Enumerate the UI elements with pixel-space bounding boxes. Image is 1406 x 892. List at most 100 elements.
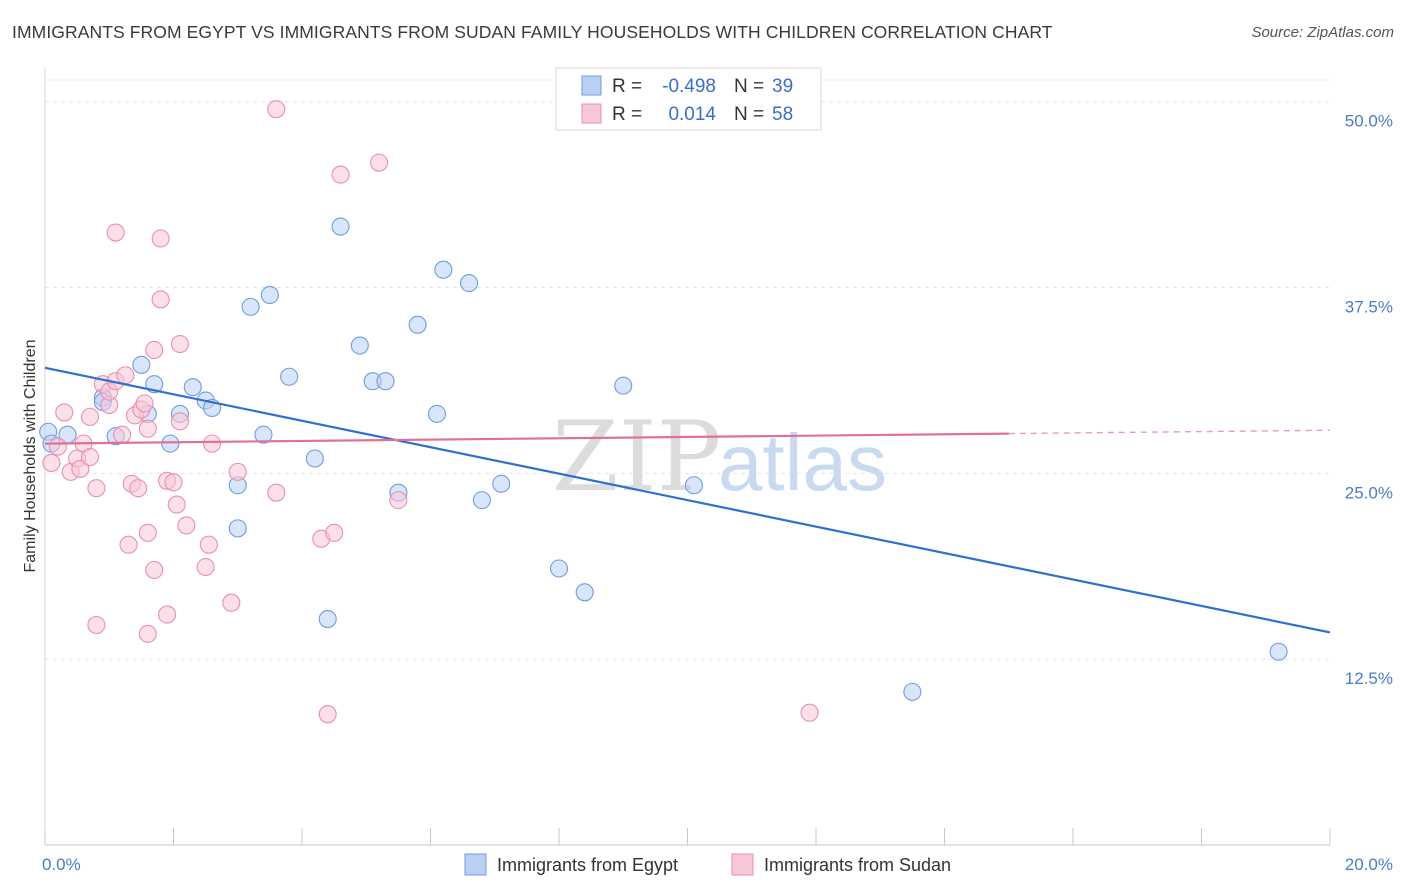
point-egypt-11: [183, 378, 202, 397]
point-sudan-30: [151, 229, 170, 248]
watermark-zip: ZIP: [552, 401, 721, 513]
legend-swatch-sudan: [581, 103, 602, 124]
point-egypt-30: [459, 274, 479, 293]
point-sudan-18: [119, 535, 138, 554]
legend-n-value-2: 58: [772, 104, 793, 125]
x-tick-label-1: 20.0%: [1345, 855, 1393, 874]
legend-r-label-2: R =: [612, 104, 642, 125]
trend-lines: [44, 366, 1331, 634]
point-sudan-36: [170, 412, 189, 431]
y-tick-label-2: 37.5%: [1345, 298, 1393, 317]
point-sudan-33: [164, 473, 183, 492]
legend-r-value-1: -0.498: [662, 76, 716, 97]
point-sudan-37: [177, 516, 196, 535]
point-egypt-38: [1269, 642, 1288, 661]
point-egypt-16: [241, 297, 260, 316]
point-egypt-29: [434, 260, 453, 279]
point-egypt-34: [575, 583, 594, 602]
point-sudan-51: [800, 703, 819, 722]
point-sudan-26: [138, 523, 157, 542]
point-sudan-21: [129, 479, 148, 498]
series-legend-swatch-egypt: [464, 853, 487, 876]
watermark-atlas: atlas: [718, 418, 887, 507]
point-sudan-34: [167, 495, 186, 514]
point-sudan-41: [222, 593, 241, 612]
axes: [44, 68, 1331, 846]
point-sudan-29: [151, 290, 170, 309]
point-sudan-32: [158, 605, 177, 624]
trend-line-sudan: [44, 432, 1009, 445]
point-sudan-7: [80, 407, 100, 426]
point-egypt-17: [254, 425, 273, 444]
x-tick-label-0: 0.0%: [42, 855, 81, 874]
point-sudan-11: [87, 615, 106, 635]
point-egypt-21: [318, 609, 337, 629]
point-egypt-27: [408, 315, 427, 334]
point-egypt-22: [331, 217, 350, 236]
trend-line-sudan-extension: [1008, 429, 1331, 435]
point-sudan-8: [80, 447, 100, 467]
legend-n-label-1: N =: [734, 76, 764, 97]
point-sudan-47: [331, 165, 350, 184]
point-egypt-18: [260, 285, 279, 305]
point-sudan-46: [325, 523, 344, 542]
point-sudan-27: [145, 340, 164, 360]
stats-legend: R = -0.498 N = 39 R = 0.014 N = 58: [555, 67, 822, 131]
data-points: [39, 100, 1288, 724]
x-tick-labels: 0.0% 20.0%: [42, 855, 1393, 874]
legend-r-value-2: 0.014: [668, 104, 716, 125]
point-egypt-15: [228, 519, 247, 538]
point-egypt-33: [549, 559, 569, 578]
point-sudan-0: [42, 453, 61, 473]
legend-n-value-1: 39: [772, 76, 793, 97]
y-tick-labels: 12.5% 25.0% 37.5% 50.0%: [1345, 112, 1393, 688]
point-egypt-23: [350, 336, 369, 355]
point-egypt-28: [427, 404, 446, 423]
trend-line-egypt: [44, 366, 1331, 634]
point-egypt-31: [472, 491, 491, 510]
point-egypt-19: [280, 367, 299, 386]
chart-title: IMMIGRANTS FROM EGYPT VS IMMIGRANTS FROM…: [12, 22, 1053, 42]
point-egypt-36: [684, 476, 703, 495]
point-egypt-9: [161, 434, 180, 453]
watermark: ZIP atlas: [552, 401, 887, 513]
series-legend-swatch-sudan: [731, 853, 754, 876]
y-tick-label-0: 12.5%: [1345, 669, 1393, 688]
series-legend-label-egypt: Immigrants from Egypt: [497, 855, 678, 875]
point-sudan-48: [370, 153, 389, 172]
point-sudan-45: [318, 705, 337, 724]
legend-swatch-egypt: [581, 75, 602, 96]
point-sudan-42: [228, 462, 247, 481]
y-axis-label: Family Households with Children: [22, 340, 39, 573]
point-sudan-1: [48, 437, 67, 456]
y-tick-label-3: 50.0%: [1345, 112, 1393, 131]
point-egypt-6: [132, 355, 151, 374]
point-sudan-39: [199, 535, 218, 554]
point-sudan-40: [203, 434, 222, 453]
point-egypt-25: [376, 372, 395, 391]
point-sudan-23: [135, 394, 154, 413]
point-sudan-35: [170, 334, 189, 354]
point-egypt-37: [903, 682, 922, 701]
point-sudan-14: [106, 223, 125, 242]
point-sudan-50: [267, 100, 286, 119]
point-sudan-43: [267, 483, 286, 502]
point-sudan-38: [196, 557, 215, 577]
point-egypt-32: [492, 474, 511, 493]
legend-n-label-2: N =: [734, 104, 764, 125]
point-sudan-24: [138, 419, 157, 438]
grid-lines: [45, 79, 1330, 660]
point-sudan-28: [145, 560, 164, 580]
point-sudan-25: [138, 624, 157, 643]
point-sudan-16: [113, 425, 132, 444]
point-sudan-5: [71, 459, 90, 478]
series-legend-label-sudan: Immigrants from Sudan: [764, 855, 951, 875]
source-label: Source: ZipAtlas.com: [1251, 24, 1394, 41]
point-sudan-49: [389, 491, 408, 510]
point-sudan-9: [87, 479, 106, 498]
point-sudan-2: [55, 403, 74, 422]
legend-r-label-1: R =: [612, 76, 642, 97]
series-legend: Immigrants from Egypt Immigrants from Su…: [464, 853, 951, 876]
point-sudan-17: [116, 366, 135, 385]
